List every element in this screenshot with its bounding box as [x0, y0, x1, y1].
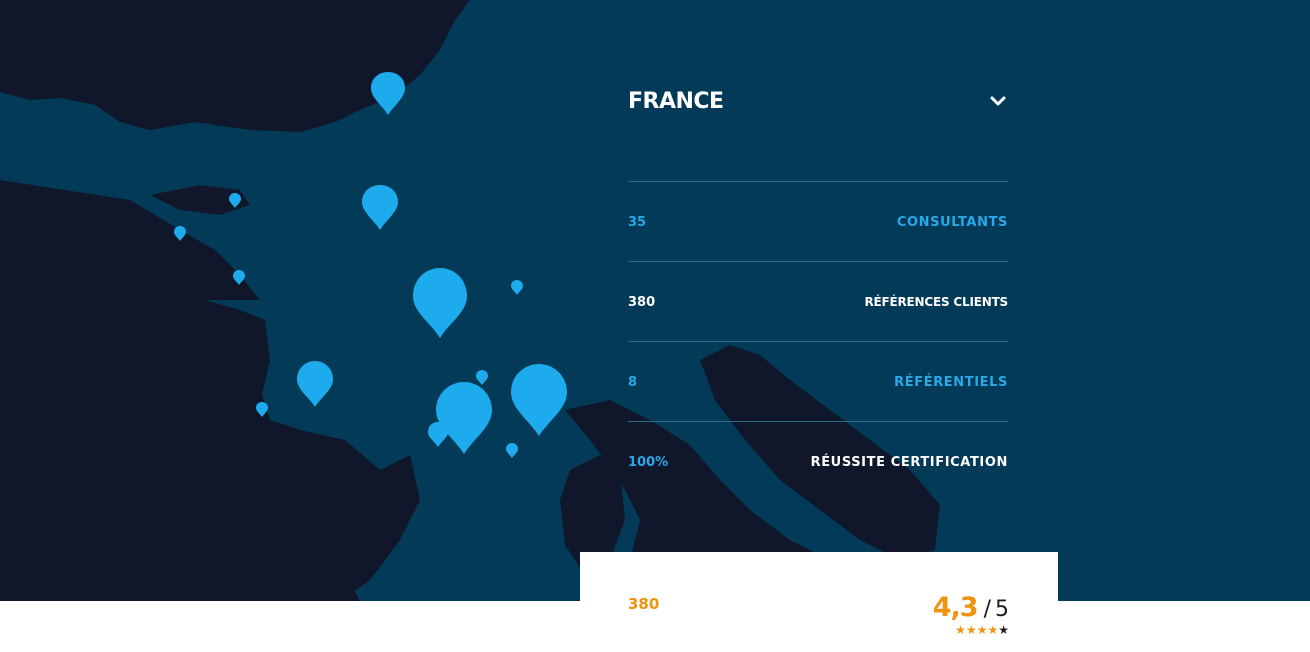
star-filled-icon: ★ [955, 623, 966, 637]
star-filled-icon: ★ [976, 623, 988, 637]
land-great-britain [0, 0, 470, 132]
star-filled-icon: ★ [987, 623, 999, 637]
stat-label: RÉFÉRENCES CLIENTS [864, 295, 1008, 309]
country-name: FRANCE [628, 88, 724, 114]
map-pin [256, 402, 268, 417]
stat-row-references: 380 RÉFÉRENCES CLIENTS [628, 261, 1008, 342]
chevron-down-icon[interactable] [989, 92, 1007, 110]
stat-row-referentiels: 8 RÉFÉRENTIELS [628, 341, 1008, 422]
map-pin [233, 270, 245, 285]
map-pin [428, 422, 448, 447]
map-pin [371, 72, 405, 115]
stat-row-certification: 100% RÉUSSITE CERTIFICATION [628, 421, 1008, 502]
land-north-africa [0, 515, 360, 601]
stat-label: RÉFÉRENTIELS [894, 374, 1008, 390]
score-max: 5 [995, 597, 1009, 622]
map-pin [413, 268, 467, 338]
rating-score: 4,3 / 5 [933, 592, 1009, 623]
rating-card: 380 4,3 / 5 ★★★★★ [580, 552, 1058, 652]
map-pins [174, 72, 567, 458]
stat-label: CONSULTANTS [896, 214, 1008, 230]
star-empty-icon: ★ [998, 623, 1009, 637]
map-pin [362, 185, 398, 230]
map-background [0, 0, 940, 601]
map-pin [229, 193, 241, 208]
land-sardinia [560, 455, 625, 575]
star-filled-icon: ★ [965, 623, 977, 637]
map-pin [511, 364, 567, 436]
stat-value: 35 [628, 214, 647, 230]
score-separator: / [983, 597, 991, 622]
land-italy [565, 400, 880, 601]
map-pin [436, 382, 492, 454]
stat-row-consultants: 35 CONSULTANTS [628, 181, 1008, 262]
map-pin [511, 280, 523, 295]
land-brittany [150, 185, 250, 215]
map-pin [506, 443, 518, 458]
map-pin [476, 370, 488, 385]
stat-value: 380 [628, 294, 656, 310]
country-stats-panel: FRANCE 35 CONSULTANTS 380 RÉFÉRENCES CLI… [628, 0, 1008, 601]
map-pin [297, 361, 333, 407]
country-selector[interactable]: FRANCE [628, 86, 1008, 116]
map-section: FRANCE 35 CONSULTANTS 380 RÉFÉRENCES CLI… [0, 0, 1310, 601]
map-pin [174, 226, 186, 241]
star-rating: ★★★★★ [955, 624, 1009, 636]
stat-value: 100% [628, 454, 669, 470]
stat-label: RÉUSSITE CERTIFICATION [810, 454, 1008, 470]
score-value: 4,3 [932, 592, 979, 623]
review-count: 380 [628, 595, 660, 613]
stat-value: 8 [628, 374, 638, 390]
land-ireland [0, 0, 120, 60]
land-biscay [0, 180, 260, 300]
land-balkans [700, 345, 940, 560]
